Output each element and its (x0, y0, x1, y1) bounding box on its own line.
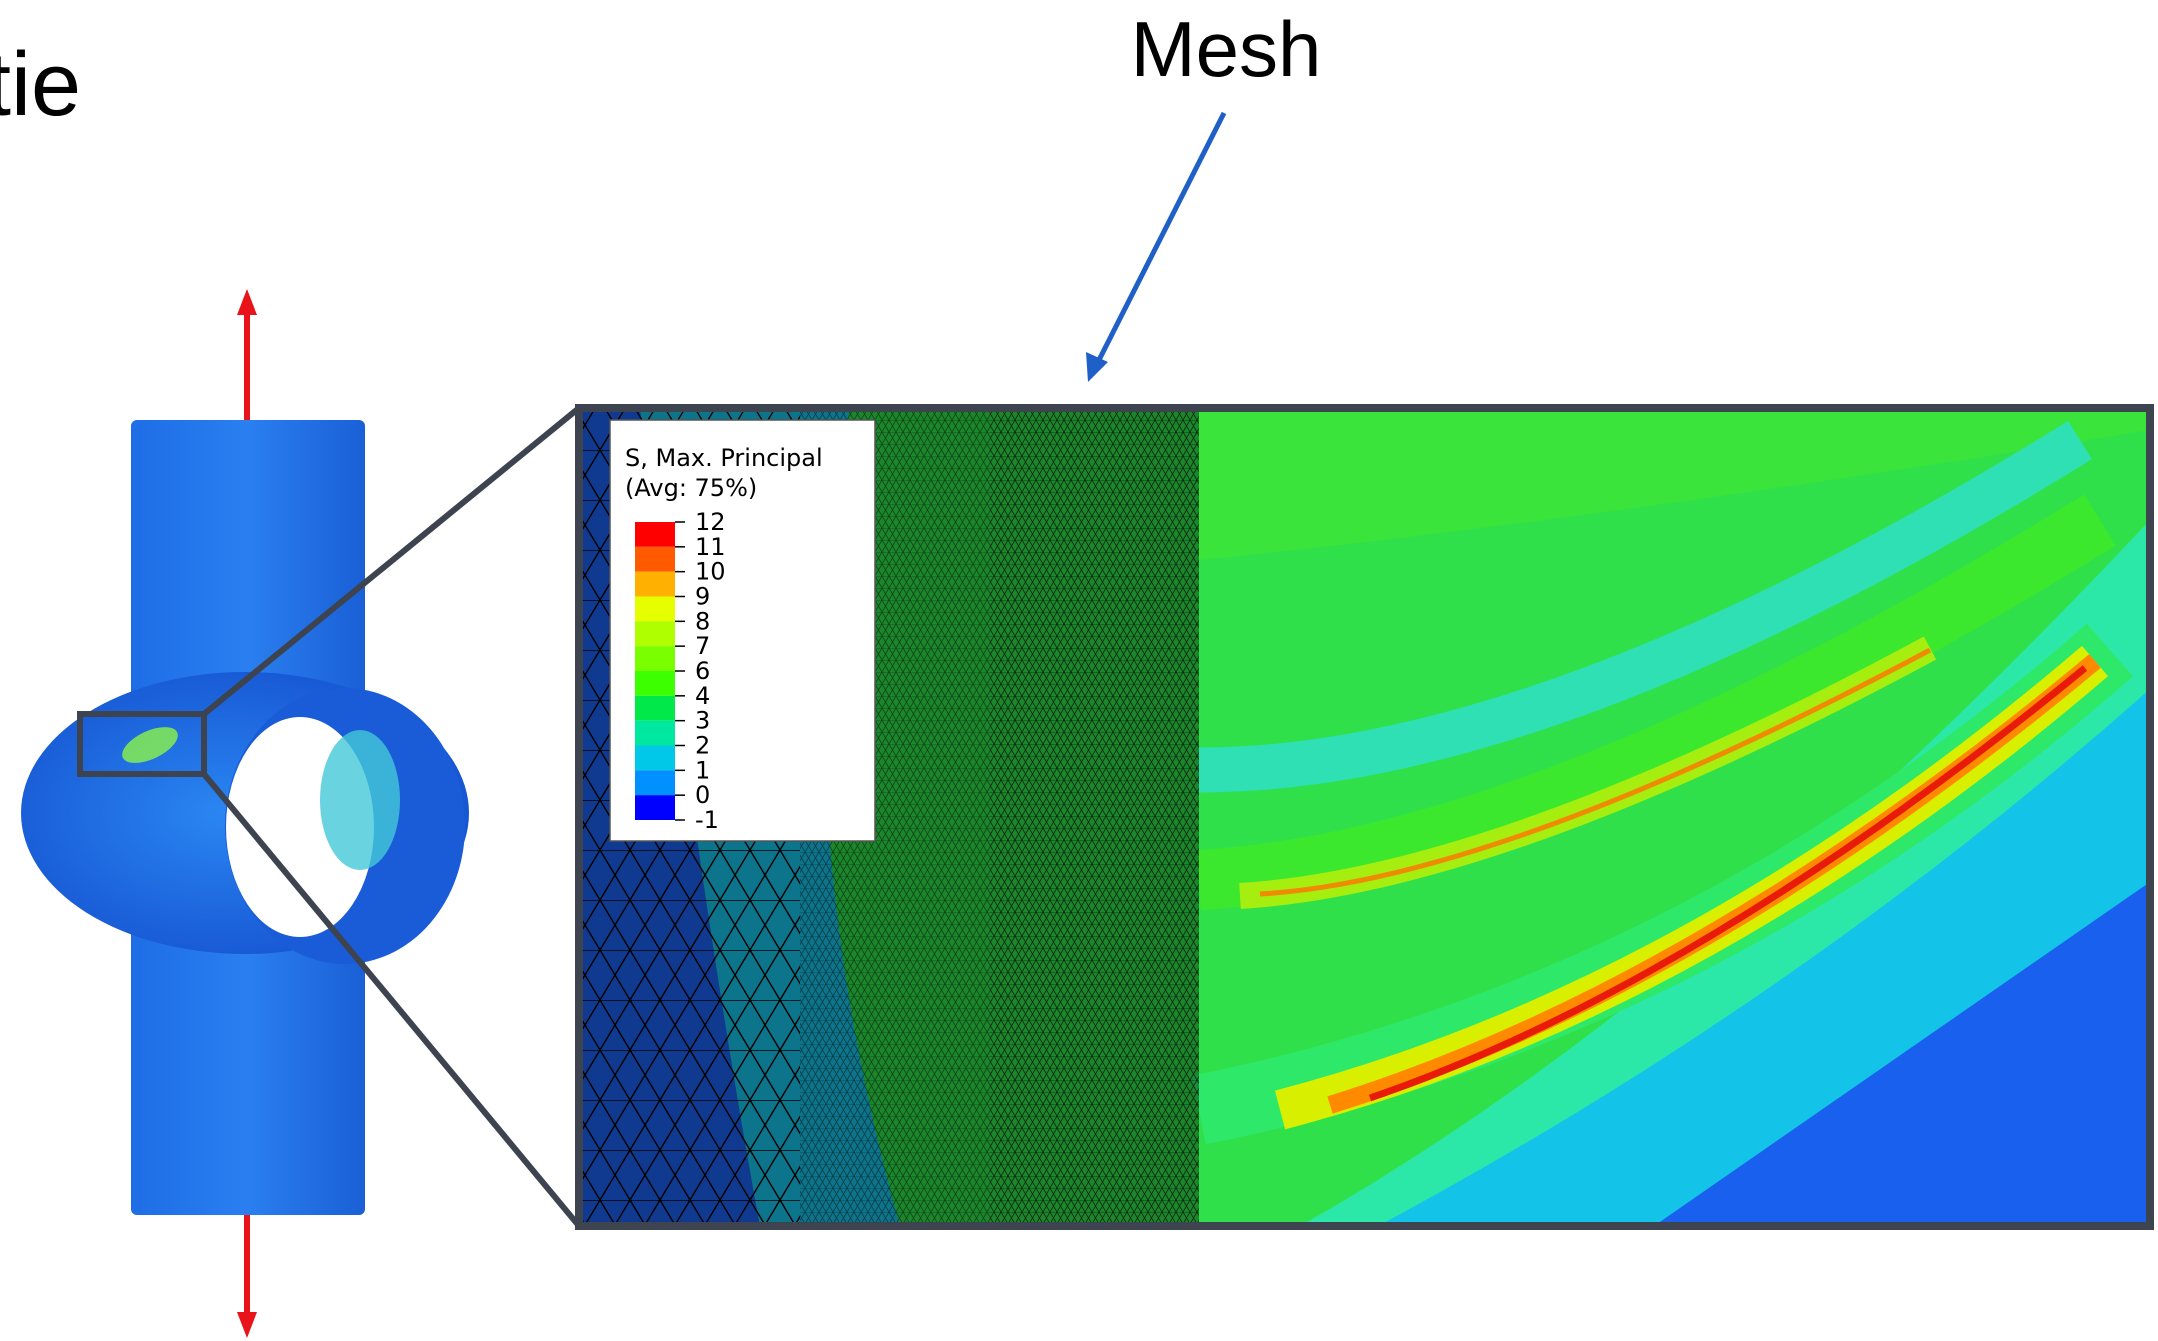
legend-swatch (635, 795, 675, 820)
legend-swatch (635, 597, 675, 622)
legend-swatch (635, 572, 675, 597)
model (21, 289, 579, 1338)
legend-tick-label: 1 (695, 756, 710, 784)
legend-swatch (635, 721, 675, 746)
legend-tick-label: 6 (695, 657, 710, 685)
legend-swatch (635, 646, 675, 671)
legend-tick-label: 12 (695, 508, 726, 536)
mesh-label: Mesh (1131, 5, 1322, 93)
legend-tick-label: 8 (695, 607, 710, 635)
legend-swatch (635, 522, 675, 547)
mesh-arrow (1086, 113, 1224, 382)
corner-label: tie (0, 35, 81, 135)
legend-tick-label: 0 (695, 781, 710, 809)
legend-tick-label: 7 (695, 632, 710, 660)
legend-swatch (635, 696, 675, 721)
page: tie Mesh (0, 0, 2158, 1341)
legend-tick-label: 9 (695, 583, 710, 611)
legend-tick-label: -1 (695, 806, 719, 834)
legend-title: S, Max. Principal (625, 444, 823, 472)
legend: S, Max. Principal (Avg: 75%) 12111098764… (610, 420, 875, 841)
legend-swatch (635, 770, 675, 795)
legend-swatch (635, 746, 675, 771)
legend-tick-label: 10 (695, 558, 726, 586)
legend-swatch (635, 671, 675, 696)
legend-tick-label: 2 (695, 732, 710, 760)
legend-tick-label: 4 (695, 682, 710, 710)
legend-tick-label: 3 (695, 707, 710, 735)
legend-subtitle: (Avg: 75%) (625, 474, 757, 502)
legend-swatch (635, 547, 675, 572)
figure: tie Mesh (0, 0, 2158, 1341)
legend-tick-label: 11 (695, 533, 726, 561)
legend-swatch (635, 621, 675, 646)
